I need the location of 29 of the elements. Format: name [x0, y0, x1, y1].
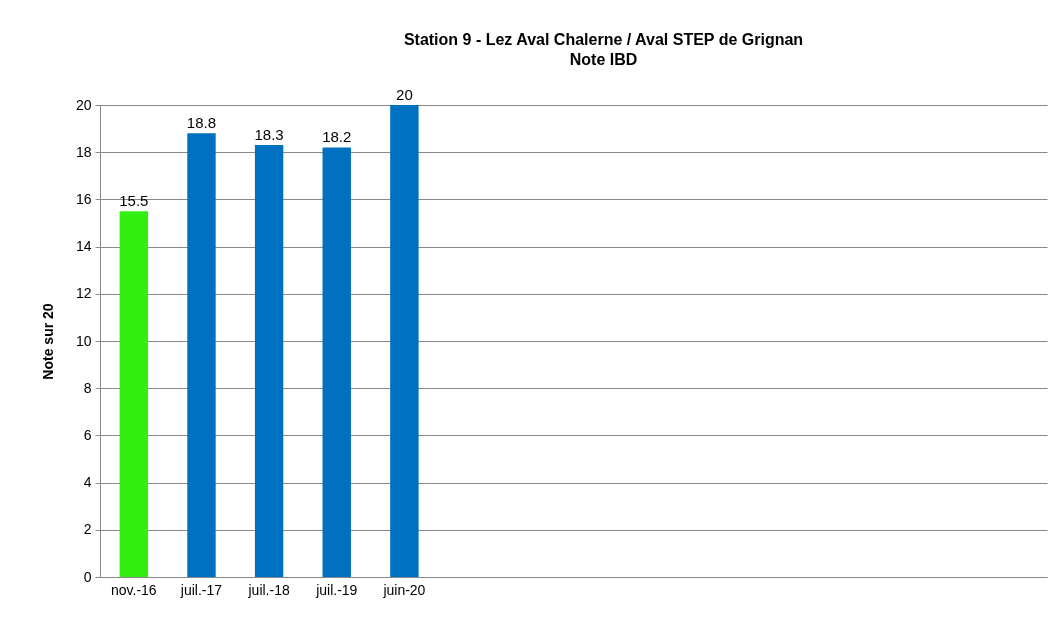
data-label: 18.3 — [254, 126, 284, 144]
bar — [254, 145, 284, 577]
y-tick-label: 10 — [75, 332, 92, 349]
y-tick-label: 12 — [75, 285, 92, 302]
bar — [119, 211, 149, 577]
y-tick-label: 14 — [75, 238, 92, 255]
y-tick-label: 8 — [83, 379, 92, 396]
y-axis-title: Note sur 20 — [39, 303, 56, 380]
data-label: 18.8 — [186, 114, 217, 132]
data-label: 15.5 — [119, 192, 149, 210]
bar — [187, 133, 216, 577]
chart-title: Station 9 - Lez Aval Chalerne / Aval STEP de Grignan — [403, 31, 804, 48]
y-tick-label: 0 — [83, 568, 92, 585]
bar — [390, 105, 419, 577]
y-tick-label: 16 — [75, 190, 92, 207]
y-tick-label: 20 — [75, 96, 92, 113]
y-tick-label: 6 — [83, 426, 92, 443]
bar — [322, 147, 351, 577]
x-tick-label: juil.-19 — [315, 581, 358, 598]
data-label: 20 — [396, 86, 413, 103]
y-tick-label: 4 — [83, 474, 92, 491]
y-tick-label: 2 — [83, 521, 92, 538]
x-tick-label: juil.-17 — [179, 581, 223, 598]
x-tick-label: juin-20 — [382, 581, 426, 598]
x-tick-label: nov.-16 — [110, 581, 157, 598]
data-label: 18.2 — [322, 128, 352, 146]
chart-subtitle: Note IBD — [569, 51, 638, 68]
x-tick-label: juil.-18 — [247, 581, 290, 598]
y-tick-label: 18 — [75, 143, 92, 160]
